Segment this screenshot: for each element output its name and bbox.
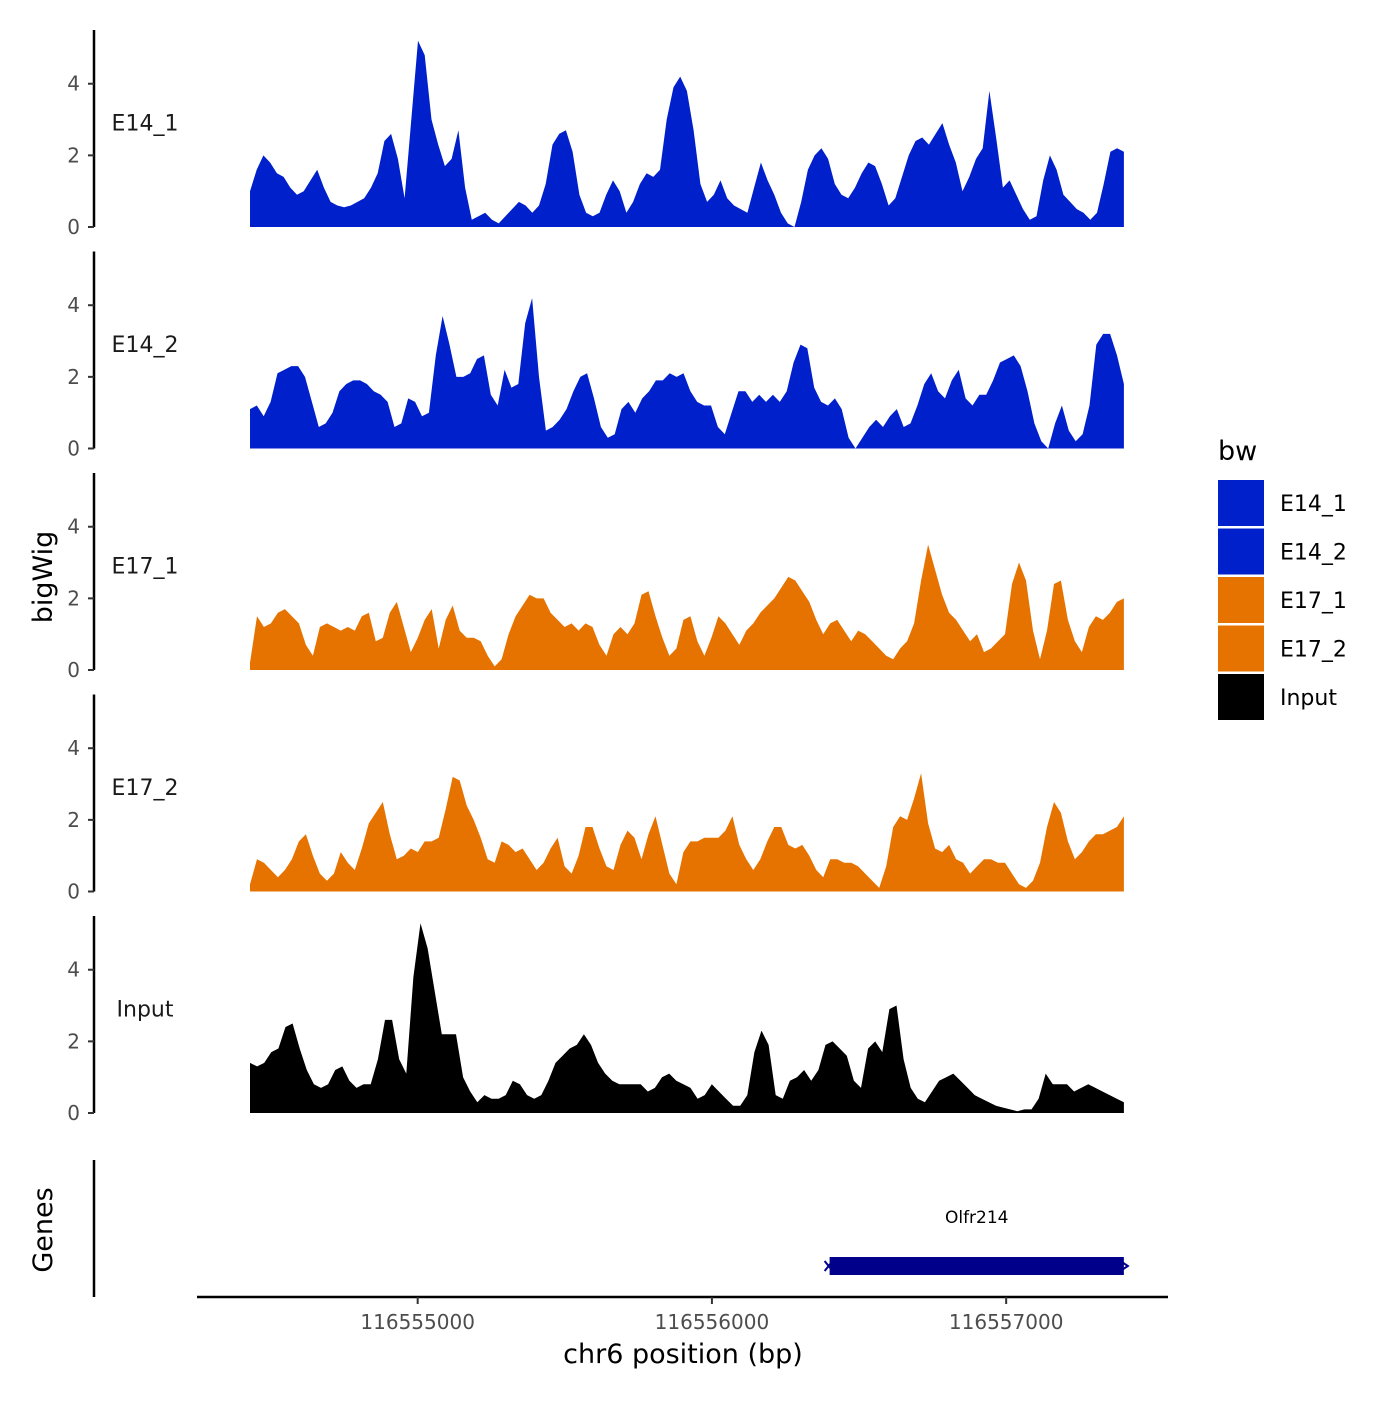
y-tick-label-input-0: 0 bbox=[67, 1101, 80, 1125]
legend-label-e14-1: E14_1 bbox=[1280, 492, 1347, 517]
x-tick-label-116556000: 116556000 bbox=[655, 1310, 770, 1334]
legend-label-e17-1: E17_1 bbox=[1280, 589, 1347, 614]
y-tick-label-input-2: 2 bbox=[67, 1029, 80, 1053]
gene-body-olfr214 bbox=[829, 1257, 1124, 1275]
legend-key-e17-1 bbox=[1218, 577, 1264, 623]
y-tick-label-e14-2-4: 4 bbox=[67, 293, 80, 317]
y-tick-label-e14-2-2: 2 bbox=[67, 365, 80, 389]
y-tick-label-e17-1-0: 0 bbox=[67, 658, 80, 682]
y-tick-label-e14-2-0: 0 bbox=[67, 437, 80, 461]
area-input bbox=[250, 923, 1124, 1113]
y-tick-label-e17-2-4: 4 bbox=[67, 736, 80, 760]
y-tick-label-input-4: 4 bbox=[67, 958, 80, 982]
legend-key-e14-2 bbox=[1218, 528, 1264, 575]
legend-key-e17-2 bbox=[1218, 625, 1264, 672]
gene-start-marker-olfr214 bbox=[823, 1260, 834, 1272]
area-e17-1 bbox=[250, 544, 1124, 670]
track-label-e17-1: E17_1 bbox=[112, 554, 179, 579]
y-tick-label-e17-1-2: 2 bbox=[67, 586, 80, 610]
legend-key-e14-1 bbox=[1218, 480, 1264, 526]
y-tick-label-e17-2-2: 2 bbox=[67, 808, 80, 832]
legend-title: bw bbox=[1218, 436, 1257, 467]
y-tick-label-e17-2-0: 0 bbox=[67, 880, 80, 904]
gene-strand-arrow-olfr214 bbox=[1121, 1261, 1130, 1271]
legend-key-input bbox=[1218, 674, 1264, 720]
area-e14-2 bbox=[250, 298, 1124, 449]
genes-panel-title: Genes bbox=[28, 1187, 59, 1272]
x-tick-label-116555000: 116555000 bbox=[360, 1310, 475, 1334]
legend-label-e17-2: E17_2 bbox=[1280, 638, 1347, 663]
y-tick-label-e17-1-4: 4 bbox=[67, 515, 80, 539]
y-tick-label-e14-1-4: 4 bbox=[67, 72, 80, 96]
y-tick-label-e14-1-2: 2 bbox=[67, 143, 80, 167]
area-e14-1 bbox=[250, 40, 1124, 228]
gene-label-olfr214: Olfr214 bbox=[945, 1208, 1009, 1228]
track-label-e14-2: E14_2 bbox=[112, 333, 179, 358]
track-label-e14-1: E14_1 bbox=[112, 111, 179, 136]
x-tick-label-116557000: 116557000 bbox=[949, 1310, 1064, 1334]
track-label-input: Input bbox=[117, 997, 174, 1022]
x-axis-title: chr6 position (bp) bbox=[563, 1339, 803, 1370]
track-label-e17-2: E17_2 bbox=[112, 776, 179, 801]
area-e17-2 bbox=[250, 773, 1124, 892]
y-axis-title: bigWig bbox=[28, 531, 59, 624]
legend-label-e14-2: E14_2 bbox=[1280, 541, 1347, 566]
y-tick-label-e14-1-0: 0 bbox=[67, 215, 80, 239]
legend-label-input: Input bbox=[1280, 686, 1337, 711]
